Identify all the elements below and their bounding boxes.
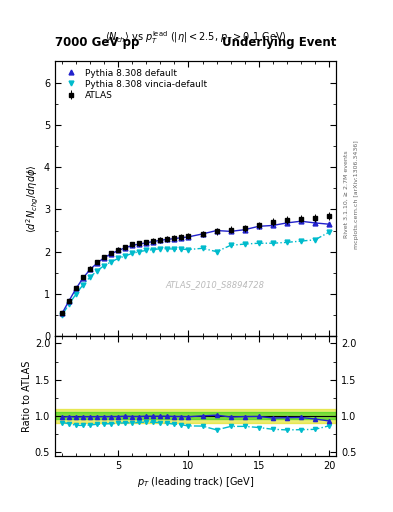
Pythia 8.308 vincia-default [130, 250, 135, 257]
Pythia 8.308 default [123, 245, 128, 251]
Pythia 8.308 vincia-default [256, 240, 261, 246]
Pythia 8.308 vincia-default [242, 241, 247, 247]
Pythia 8.308 default [88, 266, 92, 272]
X-axis label: $p_T$ (leading track) [GeV]: $p_T$ (leading track) [GeV] [137, 475, 254, 489]
Pythia 8.308 default [186, 234, 191, 240]
Pythia 8.308 vincia-default [327, 229, 331, 236]
Pythia 8.308 default [228, 228, 233, 234]
Pythia 8.308 vincia-default [214, 249, 219, 255]
Pythia 8.308 default [137, 241, 142, 247]
Pythia 8.308 vincia-default [165, 246, 170, 252]
Pythia 8.308 default [102, 254, 107, 261]
Text: 7000 GeV pp: 7000 GeV pp [55, 36, 140, 49]
Pythia 8.308 vincia-default [200, 245, 205, 251]
Bar [55, 412, 336, 419]
Pythia 8.308 vincia-default [186, 246, 191, 252]
Pythia 8.308 vincia-default [123, 253, 128, 259]
Pythia 8.308 default [74, 285, 79, 291]
Pythia 8.308 default [67, 297, 72, 304]
Pythia 8.308 default [109, 251, 114, 257]
Pythia 8.308 vincia-default [60, 312, 64, 318]
Pythia 8.308 vincia-default [299, 238, 303, 244]
Pythia 8.308 vincia-default [228, 242, 233, 248]
Line: Pythia 8.308 default: Pythia 8.308 default [60, 219, 331, 316]
Pythia 8.308 default [179, 234, 184, 241]
Pythia 8.308 default [81, 275, 86, 281]
Pythia 8.308 vincia-default [179, 246, 184, 252]
Pythia 8.308 default [256, 223, 261, 229]
Text: $\langle N_{ch}\rangle$ vs $p_T^{\mathrm{lead}}$ ($|\eta| < 2.5$, $p_T > 0.1$ Ge: $\langle N_{ch}\rangle$ vs $p_T^{\mathrm… [105, 30, 286, 46]
Text: Rivet 3.1.10, ≥ 2.7M events: Rivet 3.1.10, ≥ 2.7M events [344, 151, 349, 239]
Pythia 8.308 vincia-default [102, 263, 107, 269]
Pythia 8.308 default [151, 239, 156, 245]
Y-axis label: $\langle d^2 N_{chg}/d\eta d\phi\rangle$: $\langle d^2 N_{chg}/d\eta d\phi\rangle$ [25, 164, 41, 233]
Pythia 8.308 default [95, 260, 99, 266]
Pythia 8.308 default [270, 222, 275, 228]
Pythia 8.308 vincia-default [285, 239, 289, 245]
Pythia 8.308 default [130, 242, 135, 248]
Pythia 8.308 vincia-default [109, 259, 114, 265]
Pythia 8.308 vincia-default [137, 249, 142, 255]
Pythia 8.308 default [312, 220, 317, 226]
Pythia 8.308 vincia-default [270, 240, 275, 246]
Pythia 8.308 default [214, 227, 219, 233]
Pythia 8.308 default [60, 310, 64, 316]
Pythia 8.308 default [200, 231, 205, 237]
Pythia 8.308 vincia-default [144, 247, 149, 253]
Text: Underlying Event: Underlying Event [222, 36, 336, 49]
Pythia 8.308 vincia-default [158, 246, 163, 252]
Pythia 8.308 vincia-default [116, 255, 121, 262]
Pythia 8.308 default [158, 237, 163, 243]
Pythia 8.308 vincia-default [74, 291, 79, 297]
Pythia 8.308 default [144, 240, 149, 246]
Text: ATLAS_2010_S8894728: ATLAS_2010_S8894728 [166, 280, 265, 289]
Line: Pythia 8.308 vincia-default: Pythia 8.308 vincia-default [60, 230, 331, 317]
Pythia 8.308 vincia-default [95, 268, 99, 274]
Legend: Pythia 8.308 default, Pythia 8.308 vincia-default, ATLAS: Pythia 8.308 default, Pythia 8.308 vinci… [59, 66, 209, 103]
Pythia 8.308 vincia-default [88, 274, 92, 280]
Bar [55, 409, 336, 423]
Pythia 8.308 vincia-default [172, 246, 177, 252]
Y-axis label: Ratio to ATLAS: Ratio to ATLAS [22, 360, 32, 432]
Pythia 8.308 vincia-default [151, 246, 156, 252]
Pythia 8.308 vincia-default [67, 301, 72, 307]
Pythia 8.308 default [116, 247, 121, 253]
Pythia 8.308 default [285, 220, 289, 226]
Pythia 8.308 default [165, 237, 170, 243]
Pythia 8.308 default [172, 236, 177, 242]
Pythia 8.308 default [242, 227, 247, 233]
Pythia 8.308 default [327, 221, 331, 227]
Pythia 8.308 default [299, 218, 303, 224]
Pythia 8.308 vincia-default [81, 282, 86, 288]
Pythia 8.308 vincia-default [312, 237, 317, 243]
Text: mcplots.cern.ch [arXiv:1306.3436]: mcplots.cern.ch [arXiv:1306.3436] [354, 140, 359, 249]
